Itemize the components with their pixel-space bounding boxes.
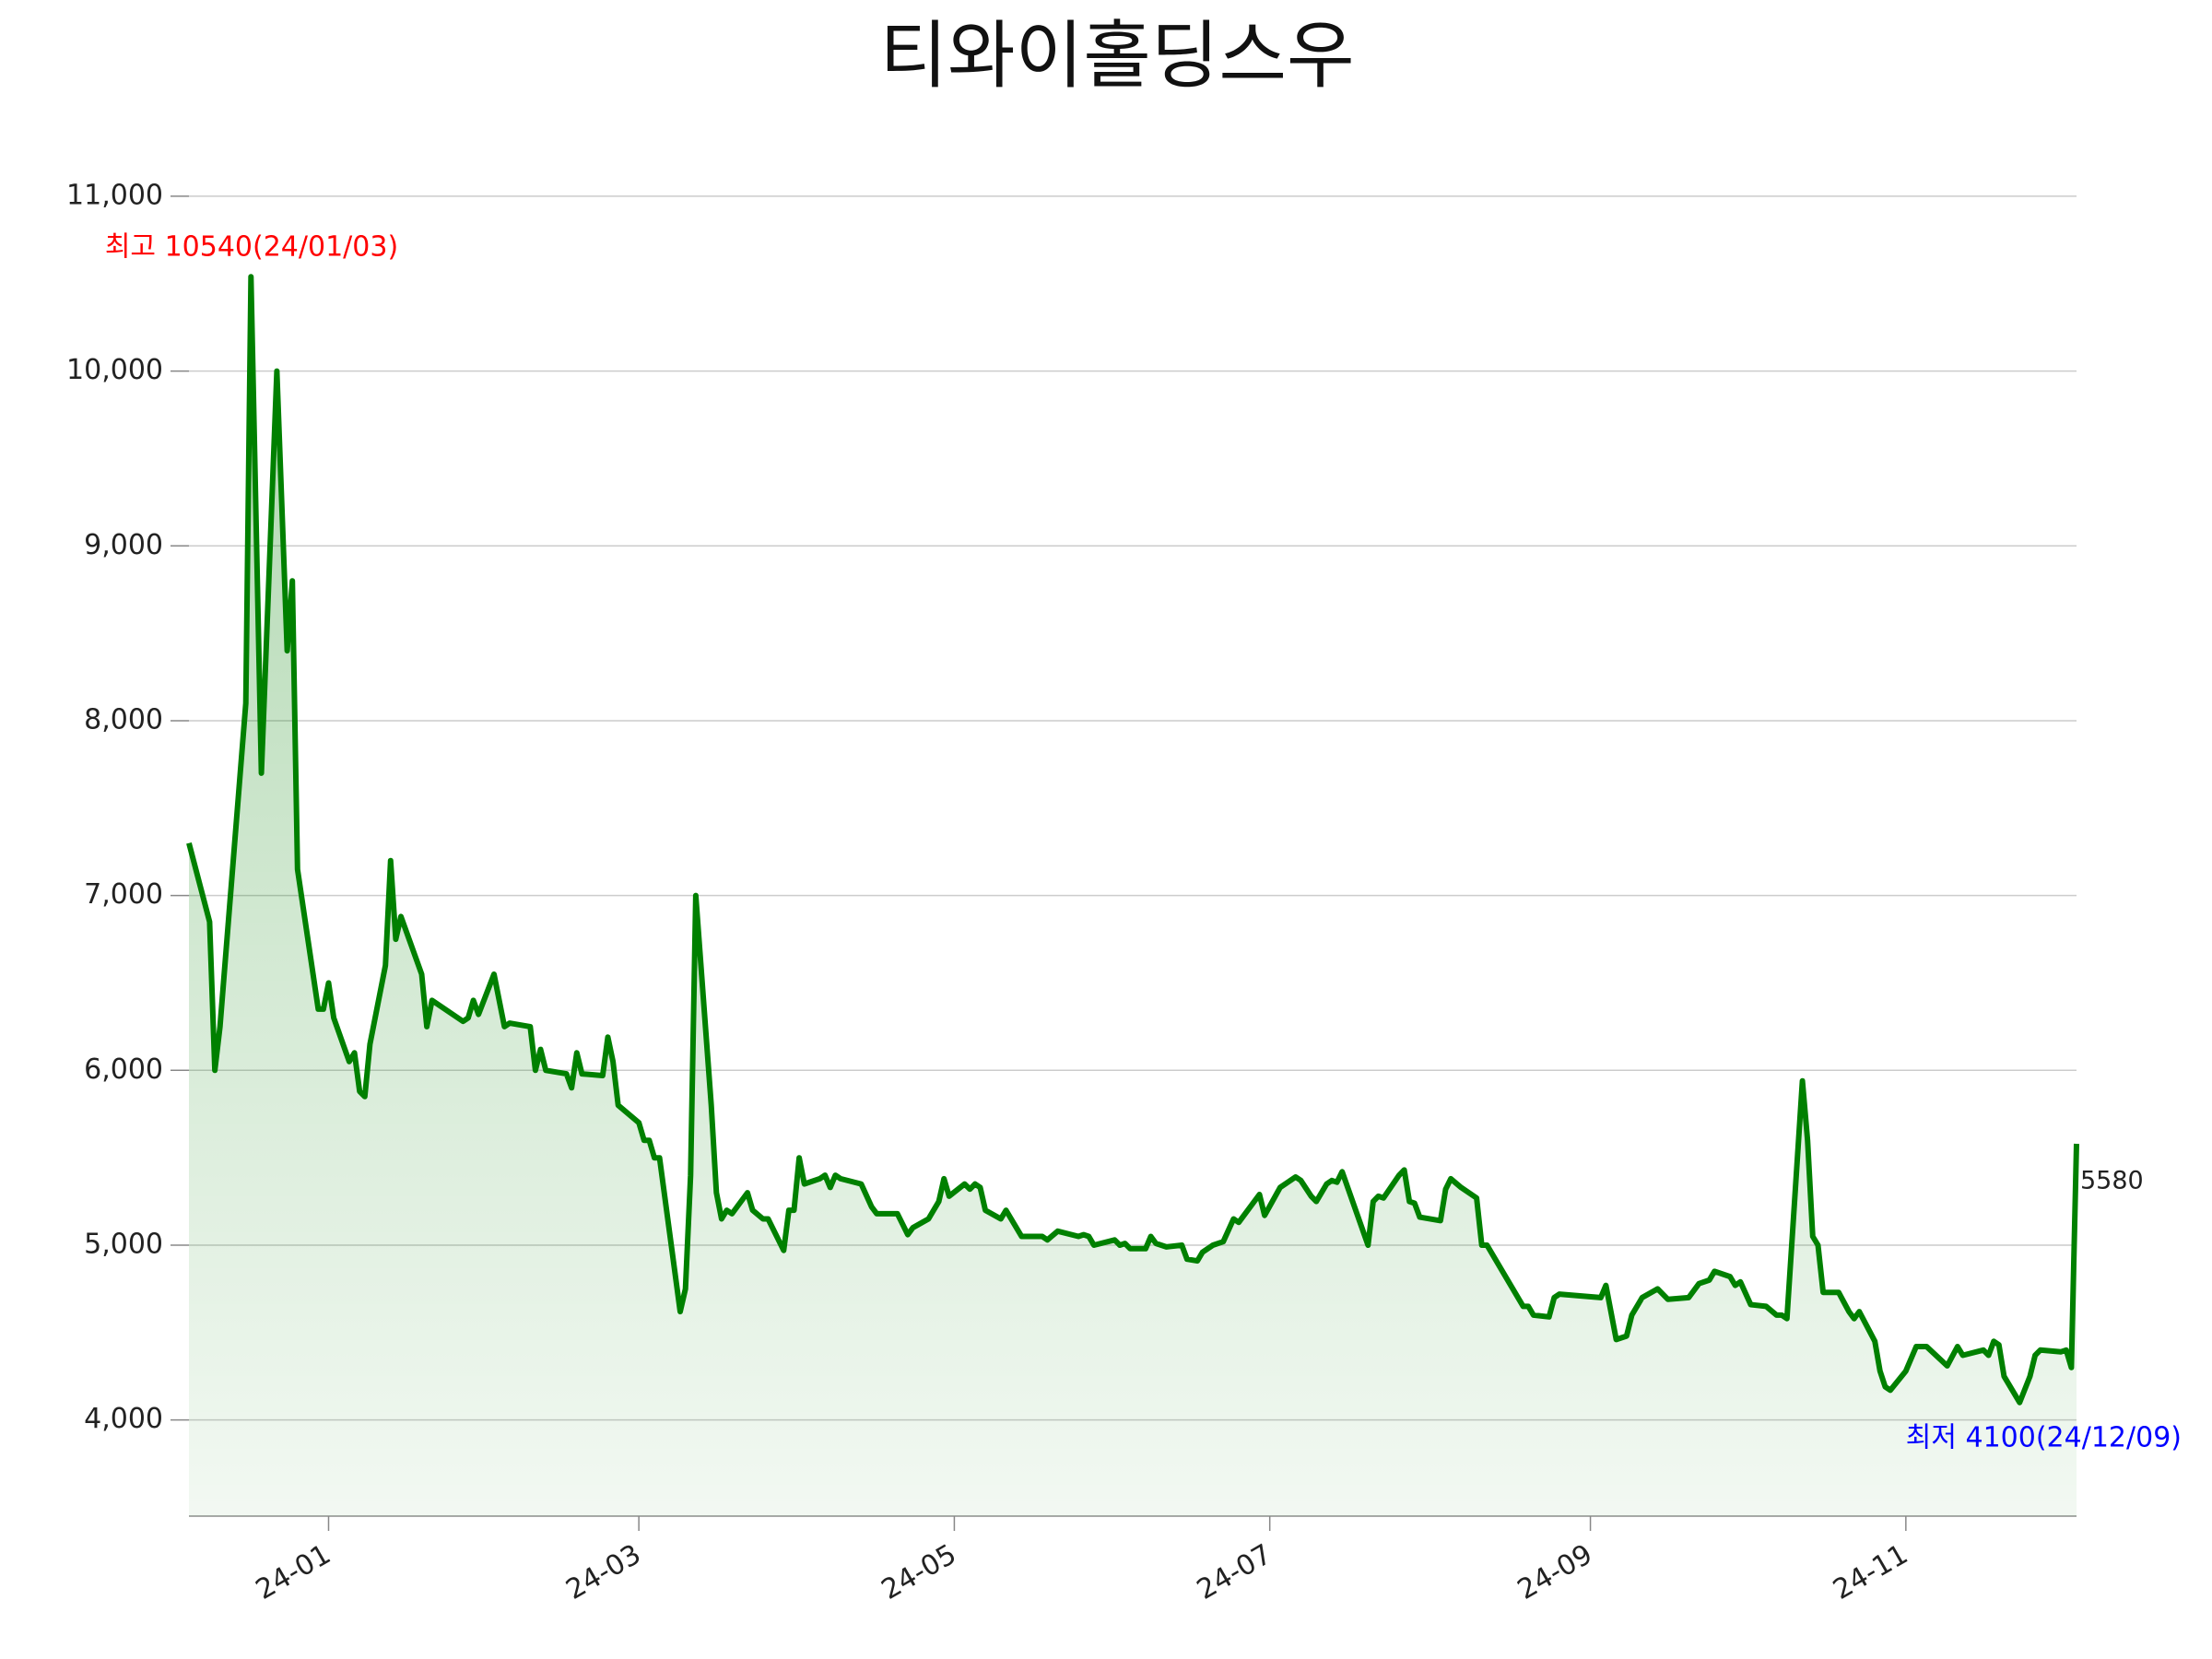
annotation: 최고 10540(24/01/03) xyxy=(105,231,398,264)
y-tick-label: 10,000 xyxy=(66,354,163,386)
x-tick-label: 24-11 xyxy=(1828,1538,1913,1606)
y-tick-label: 9,000 xyxy=(84,529,163,561)
price-line xyxy=(186,274,2079,1406)
y-tick-label: 5,000 xyxy=(84,1228,163,1260)
area xyxy=(189,276,2077,1517)
x-tick-label: 24-03 xyxy=(560,1538,646,1606)
y-tick-label: 8,000 xyxy=(84,703,163,735)
annotation: 최저 4100(24/12/09) xyxy=(1906,1422,2182,1454)
x-tick-label: 24-07 xyxy=(1192,1538,1277,1606)
annotation: 5580 xyxy=(2080,1167,2144,1195)
y-tick-label: 11,000 xyxy=(66,179,163,211)
x-tick-label: 24-09 xyxy=(1512,1538,1598,1606)
x-tick-label: 24-05 xyxy=(877,1538,962,1606)
chart-title: 티와이홀딩스우 xyxy=(879,13,1354,99)
y-tick-label: 4,000 xyxy=(84,1403,163,1435)
x-tick-label: 24-01 xyxy=(251,1538,336,1606)
y-tick-label: 6,000 xyxy=(84,1053,163,1086)
y-tick-label: 7,000 xyxy=(84,878,163,911)
